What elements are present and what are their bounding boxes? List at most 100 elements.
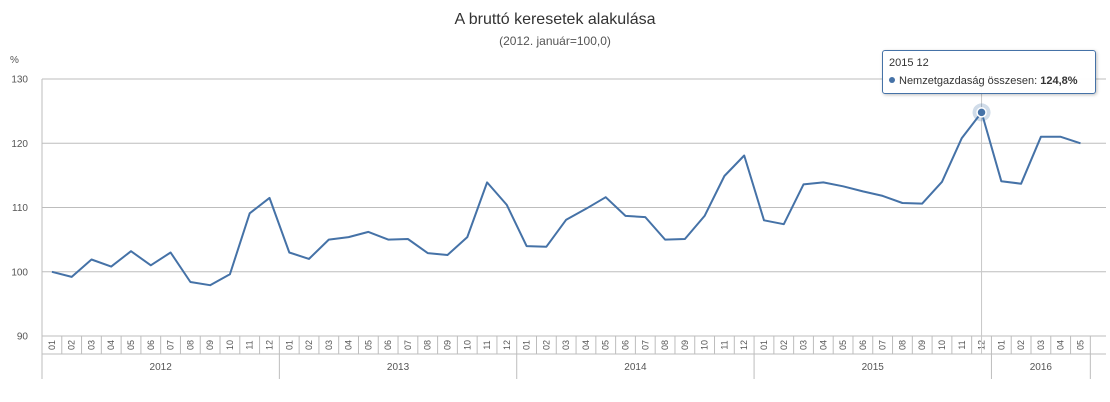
y-tick-label: 110 [12, 203, 28, 214]
x-tick-label: 03 [324, 340, 334, 350]
data-point [525, 244, 529, 248]
x-tick-label: 07 [878, 340, 888, 350]
year-label: 2014 [624, 362, 647, 373]
x-tick-label: 07 [403, 340, 413, 350]
x-tick-label: 08 [660, 340, 670, 350]
x-tick-label: 02 [67, 340, 77, 350]
y-axis-label: % [10, 55, 19, 66]
highlight-point [976, 107, 987, 118]
data-point [169, 250, 173, 254]
year-label: 2015 [862, 362, 885, 373]
x-tick-label: 01 [522, 340, 532, 350]
data-point [426, 251, 430, 255]
data-point [505, 203, 509, 207]
gridlines [42, 78, 1106, 337]
x-tick-label: 09 [680, 340, 690, 350]
data-point [1059, 135, 1063, 139]
data-point [406, 237, 410, 241]
data-point [999, 179, 1003, 183]
x-tick-label: 05 [363, 340, 373, 350]
chart-title: A bruttó keresetek alakulása [454, 11, 655, 28]
data-point [366, 230, 370, 234]
data-point [663, 238, 667, 242]
x-tick-label: 05 [126, 340, 136, 350]
data-point [465, 235, 469, 239]
data-point [129, 249, 133, 253]
data-point [584, 207, 588, 211]
series-group[interactable] [50, 103, 1083, 287]
y-axis-ticks: 90 100 110 120 130 [11, 75, 28, 343]
data-point [841, 184, 845, 188]
x-tick-label: 12 [739, 340, 749, 350]
tooltip-series: Nemzetgazdaság összesen: [899, 75, 1038, 87]
data-point [149, 263, 153, 267]
data-point [327, 238, 331, 242]
data-point [70, 275, 74, 279]
x-axis: 01 02 03 04 05 06 07 08 09 10 11 12 01 02 03 04 05 06 07 08… [41, 79, 1106, 379]
data-point [861, 189, 865, 193]
x-tick-label: 06 [858, 340, 868, 350]
x-tick-label: 06 [146, 340, 156, 350]
x-tick-label: 04 [106, 340, 116, 350]
tooltip: 2015 12 Nemzetgazdaság összesen: 124,8% [882, 50, 1096, 94]
data-point [248, 211, 252, 215]
data-point [445, 253, 449, 257]
data-point [900, 201, 904, 205]
data-point [604, 195, 608, 199]
data-point [228, 272, 232, 276]
data-point [920, 202, 924, 206]
year-label: 2012 [150, 362, 173, 373]
data-point [643, 215, 647, 219]
data-point [564, 218, 568, 222]
data-point [347, 235, 351, 239]
y-tick-label: 100 [11, 267, 28, 278]
data-point [821, 180, 825, 184]
y-tick-label: 90 [17, 332, 29, 343]
tooltip-date: 2015 12 [889, 57, 929, 69]
tooltip-row: Nemzetgazdaság összesen: 124,8% [889, 75, 1078, 87]
data-point [683, 237, 687, 241]
year-label: 2013 [387, 362, 410, 373]
x-tick-label: 10 [462, 340, 472, 350]
x-tick-label: 11 [719, 340, 729, 349]
tooltip-value: 124,8% [1040, 75, 1078, 87]
x-tick-label: 07 [166, 340, 176, 350]
data-point [1039, 135, 1043, 139]
data-point [703, 214, 707, 218]
x-tick-label: 02 [1016, 340, 1026, 350]
series-marker-icon [889, 77, 895, 83]
data-point [50, 270, 54, 274]
data-point [267, 196, 271, 200]
x-tick-label: 04 [344, 340, 354, 350]
data-point [802, 182, 806, 186]
x-tick-label: 03 [561, 340, 571, 350]
x-tick-label: 12 [502, 340, 512, 350]
x-tick-label: 10 [937, 340, 947, 350]
data-point [742, 153, 746, 157]
x-tick-label: 04 [581, 340, 591, 350]
series-line [51, 111, 1081, 287]
x-tick-label: 03 [1036, 340, 1046, 350]
year-label: 2016 [1030, 362, 1053, 373]
x-tick-label: 06 [383, 340, 393, 350]
data-point [940, 180, 944, 184]
x-tick-label: 11 [482, 340, 492, 349]
x-tick-label: 10 [700, 340, 710, 350]
x-tick-label: 07 [640, 340, 650, 350]
x-tick-label: 03 [799, 340, 809, 350]
data-point [208, 283, 212, 287]
y-tick-label: 120 [11, 139, 28, 150]
data-point [1019, 182, 1023, 186]
data-point [89, 258, 93, 262]
x-tick-label: 04 [1056, 340, 1066, 350]
data-point [188, 280, 192, 284]
x-tick-label: 03 [86, 340, 96, 350]
x-tick-label: 10 [225, 340, 235, 350]
data-point [960, 136, 964, 140]
data-point [881, 194, 885, 198]
x-tick-label: 02 [541, 340, 551, 350]
x-tick-label: 09 [205, 340, 215, 350]
x-tick-label: 01 [996, 340, 1006, 350]
x-tick-label: 08 [423, 340, 433, 350]
x-tick-label: 05 [1075, 340, 1085, 350]
